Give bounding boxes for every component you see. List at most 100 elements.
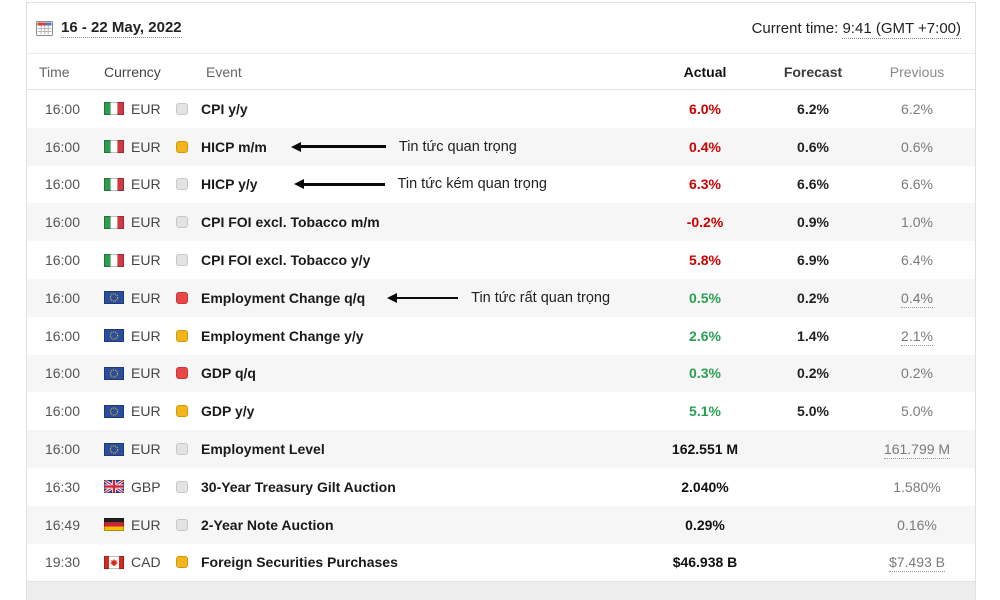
- event-row[interactable]: 16:00 EUR GDP y/y 5.1% 5.0% 5.0%: [27, 392, 975, 431]
- annotation-label: Tin tức rất quan trọng: [471, 289, 611, 306]
- currency-code: EUR: [131, 365, 161, 382]
- currency-cell: EUR: [104, 252, 176, 268]
- time-cell: 16:00: [44, 289, 80, 306]
- current-time-label: Current time:: [751, 19, 839, 37]
- column-header-row: Time Currency Event Actual Forecast Prev…: [27, 54, 975, 90]
- currency-cell: EUR: [104, 139, 176, 155]
- previous-value: 0.16%: [897, 516, 937, 533]
- event-cell: Employment Change q/q Tin tức rất quan t…: [176, 290, 653, 306]
- time-cell: 16:00: [44, 403, 80, 420]
- previous-cell: 2.1%: [869, 327, 965, 346]
- currency-code: EUR: [131, 176, 161, 193]
- currency-code: CAD: [131, 554, 161, 571]
- event-name: Employment Change y/y: [201, 327, 364, 344]
- previous-value: 0.6%: [901, 138, 933, 155]
- eu-flag-icon: [104, 329, 124, 343]
- time-cell: 16:00: [44, 441, 80, 458]
- time-cell: 16:00: [44, 100, 80, 117]
- impact-medium-icon: [176, 405, 188, 418]
- annotation-label: Tin tức kém quan trọng: [397, 176, 547, 193]
- event-row[interactable]: 16:49 EUR 2-Year Note Auction 0.29% 0.16…: [27, 505, 975, 544]
- impact-low-icon: [176, 480, 188, 493]
- event-name: 2-Year Note Auction: [201, 516, 334, 533]
- annotation: Tin tức rất quan trọng: [387, 290, 610, 306]
- event-row[interactable]: 19:30 CAD Foreign Securities Purchases $…: [27, 543, 975, 582]
- previous-cell: 1.580%: [869, 479, 965, 495]
- currency-code: EUR: [131, 327, 161, 344]
- event-row[interactable]: 16:00 EUR Employment Change y/y 2.6% 1.4…: [27, 316, 975, 355]
- date-range-label: 16 - 22 May, 2022: [61, 18, 182, 38]
- italy-flag-icon: [104, 140, 124, 154]
- previous-value[interactable]: $7.493 B: [888, 554, 946, 573]
- event-cell: 2-Year Note Auction: [176, 517, 653, 533]
- actual-value: $46.938 B: [672, 554, 738, 571]
- actual-value: 0.4%: [689, 138, 721, 155]
- column-header-currency: Currency: [104, 63, 161, 80]
- time-cell: 16:00: [44, 214, 80, 231]
- forecast-value: 0.6%: [797, 138, 829, 155]
- previous-cell: 6.6%: [869, 176, 965, 192]
- previous-value: 6.4%: [901, 252, 933, 269]
- event-row[interactable]: 16:00 EUR CPI y/y 6.0% 6.2% 6.2%: [27, 90, 975, 128]
- event-cell: Foreign Securities Purchases: [176, 554, 653, 570]
- eu-flag-icon: [104, 442, 124, 456]
- actual-value: 5.8%: [689, 252, 721, 269]
- event-name: Foreign Securities Purchases: [201, 554, 398, 571]
- timezone-selector[interactable]: 9:41 (GMT +7:00): [842, 19, 961, 39]
- previous-cell: $7.493 B: [869, 554, 965, 573]
- event-cell: CPI FOI excl. Tobacco m/m: [176, 214, 653, 230]
- previous-value[interactable]: 161.799 M: [883, 441, 951, 460]
- currency-cell: GBP: [104, 479, 176, 495]
- event-row[interactable]: 16:00 EUR CPI FOI excl. Tobacco m/m -0.2…: [27, 203, 975, 242]
- actual-value: 5.1%: [689, 403, 721, 420]
- currency-cell: EUR: [104, 403, 176, 419]
- event-row[interactable]: 16:30 GBP 30-Year Treasury Gilt Auction …: [27, 467, 975, 506]
- annotation-arrow-line: [396, 296, 459, 300]
- impact-low-icon: [176, 178, 188, 191]
- germany-flag-icon: [104, 518, 124, 532]
- event-cell: CPI FOI excl. Tobacco y/y: [176, 252, 653, 268]
- current-time: Current time: 9:41 (GMT +7:00): [751, 19, 961, 39]
- event-row[interactable]: 16:00 EUR HICP m/m Tin tức quan trọng 0.…: [27, 127, 975, 166]
- italy-flag-icon: [104, 102, 124, 116]
- actual-value: 6.0%: [689, 100, 721, 117]
- previous-cell: 6.4%: [869, 252, 965, 268]
- event-row[interactable]: 16:00 EUR Employment Change q/q Tin tức …: [27, 278, 975, 317]
- event-row[interactable]: 16:00 EUR CPI FOI excl. Tobacco y/y 5.8%…: [27, 241, 975, 279]
- currency-code: EUR: [131, 441, 161, 458]
- currency-code: GBP: [131, 478, 161, 495]
- annotation-label: Tin tức quan trọng: [398, 138, 517, 155]
- forecast-value: 0.2%: [797, 365, 829, 382]
- actual-value: 2.6%: [689, 327, 721, 344]
- impact-high-icon: [176, 291, 188, 304]
- previous-value[interactable]: 0.4%: [901, 289, 933, 308]
- previous-cell: 0.2%: [869, 365, 965, 381]
- previous-value[interactable]: 2.1%: [901, 327, 933, 346]
- event-name: HICP m/m: [201, 138, 267, 155]
- previous-cell: 6.2%: [869, 101, 965, 117]
- actual-value: 6.3%: [689, 176, 721, 193]
- previous-cell: 1.0%: [869, 214, 965, 230]
- time-cell: 16:00: [44, 365, 80, 382]
- event-rows: 16:00 EUR CPI y/y 6.0% 6.2% 6.2% 16:00 E…: [27, 90, 975, 582]
- currency-code: EUR: [131, 138, 161, 155]
- previous-cell: 5.0%: [869, 403, 965, 419]
- forecast-value: 0.9%: [797, 214, 829, 231]
- date-range-picker[interactable]: 16 - 22 May, 2022: [36, 19, 182, 38]
- event-row[interactable]: 16:00 EUR GDP q/q 0.3% 0.2% 0.2%: [27, 354, 975, 393]
- forecast-value: 6.9%: [797, 252, 829, 269]
- actual-value: -0.2%: [686, 214, 724, 231]
- column-header-event: Event: [206, 63, 242, 80]
- italy-flag-icon: [104, 215, 124, 229]
- event-name: 30-Year Treasury Gilt Auction: [201, 478, 396, 495]
- calendar-icon: [36, 20, 53, 36]
- previous-value: 1.0%: [901, 214, 933, 231]
- currency-cell: EUR: [104, 328, 176, 344]
- actual-value: 162.551 M: [671, 441, 739, 458]
- event-row[interactable]: 16:00 EUR Employment Level 162.551 M 161…: [27, 430, 975, 468]
- currency-cell: EUR: [104, 290, 176, 306]
- event-row[interactable]: 16:00 EUR HICP y/y Tin tức kém quan trọn…: [27, 165, 975, 204]
- event-name: CPI FOI excl. Tobacco y/y: [201, 252, 371, 269]
- impact-low-icon: [176, 518, 188, 531]
- impact-low-icon: [176, 216, 188, 229]
